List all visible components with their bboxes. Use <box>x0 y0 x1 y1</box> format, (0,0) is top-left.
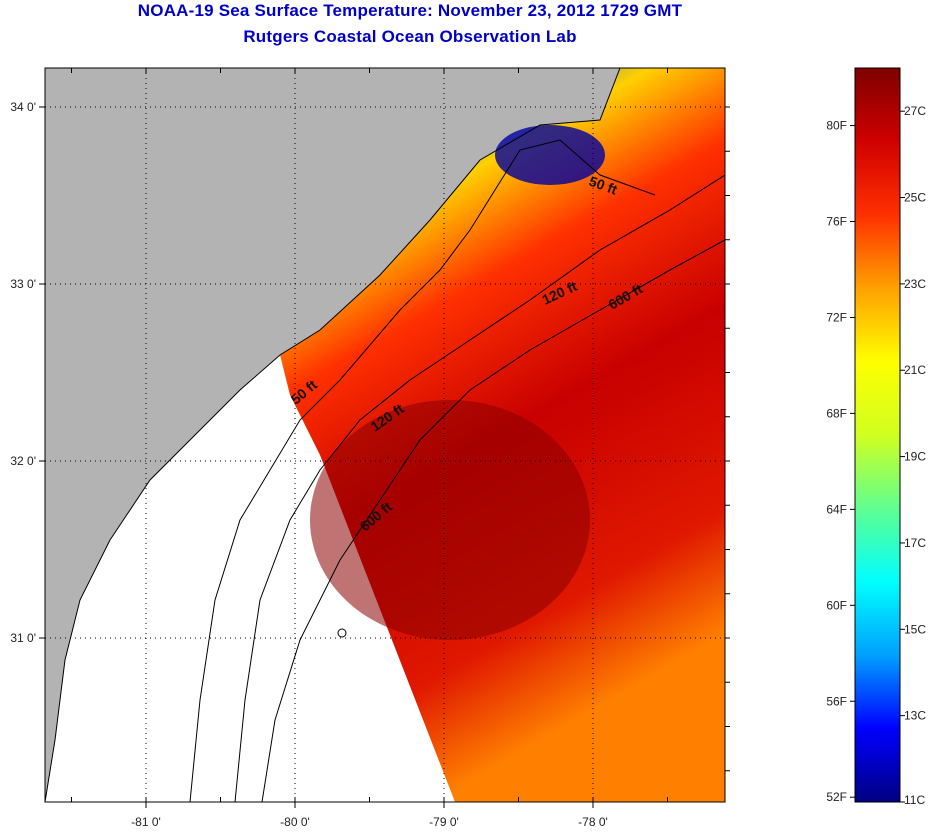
title-line-2: Rutgers Coastal Ocean Observation Lab <box>243 27 577 46</box>
lon-tick-label: -80 0' <box>280 815 310 829</box>
lon-tick-label: -79 0' <box>429 815 459 829</box>
colorbar-c-label: 11C <box>904 793 925 807</box>
colorbar-f-label: 64F <box>826 502 847 516</box>
map-axes: -81 0' -80 0' -79 0' -78 0' 34 0' 33 0' 32 0' 3… <box>10 68 730 829</box>
colorbar-c-label: 19C <box>904 450 926 464</box>
colorbar-f-label: 80F <box>826 119 847 133</box>
bathymetry-ring <box>337 628 347 638</box>
contour-600ft <box>261 239 725 802</box>
lat-tick-label: 34 0' <box>10 100 36 114</box>
colorbar-c-label: 25C <box>904 191 926 205</box>
colorbar-ticks: 27C 25C 23C 21C 19C 17C 15C 13C 11C 80F 76F 72F 68F 6… <box>826 104 926 807</box>
cold-pool <box>495 125 605 185</box>
contour-50ft <box>189 139 656 802</box>
lat-tick-label: 31 0' <box>10 631 36 645</box>
gridlines <box>45 68 725 802</box>
colorbar-c-label: 23C <box>904 277 926 291</box>
title-line-1: NOAA-19 Sea Surface Temperature: Novembe… <box>137 1 683 20</box>
colorbar-f-label: 56F <box>826 694 847 708</box>
colorbar-f-label: 60F <box>826 598 847 612</box>
lon-tick-label: -78 0' <box>578 815 608 829</box>
map-frame <box>44 67 726 803</box>
colorbar-frame <box>854 67 901 803</box>
colorbar <box>855 68 900 802</box>
colorbar-c-label: 27C <box>904 104 926 118</box>
coastline <box>45 68 621 802</box>
warm-core <box>310 400 590 640</box>
lat-tick-label: 33 0' <box>10 277 36 291</box>
lon-tick-label: -81 0' <box>131 815 161 829</box>
colorbar-c-label: 13C <box>904 709 926 723</box>
colorbar-c-label: 17C <box>904 536 926 550</box>
map-panel: 50 ft 120 ft 600 ft 50 ft 120 ft 600 ft <box>45 68 725 802</box>
colorbar-f-label: 76F <box>826 215 847 229</box>
colorbar-f-label: 72F <box>826 310 847 324</box>
colorbar-c-label: 15C <box>904 622 926 636</box>
land-mass <box>45 68 620 802</box>
lat-tick-label: 32 0' <box>10 454 36 468</box>
colorbar-f-label: 68F <box>826 406 847 420</box>
colorbar-c-label: 21C <box>904 363 926 377</box>
colorbar-f-label: 52F <box>826 790 847 804</box>
contour-120ft <box>234 174 725 802</box>
